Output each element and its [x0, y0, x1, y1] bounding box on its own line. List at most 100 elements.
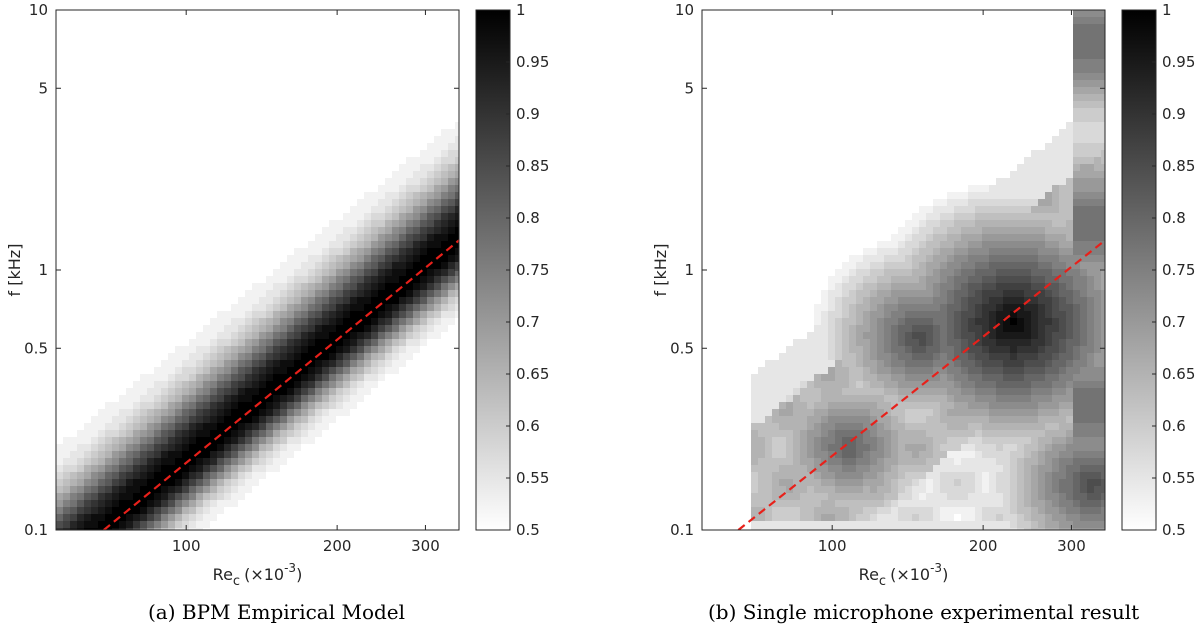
heatmap-cell	[175, 129, 183, 137]
heatmap-cell	[210, 220, 218, 228]
heatmap-cell	[385, 332, 393, 340]
heatmap-cell	[364, 283, 372, 291]
heatmap-cell	[70, 101, 78, 109]
heatmap-cell	[112, 185, 120, 193]
heatmap-cell	[105, 276, 113, 284]
heatmap-cell	[336, 213, 344, 221]
heatmap-cell	[91, 493, 99, 501]
heatmap-cell	[315, 59, 323, 67]
heatmap-cell	[835, 10, 843, 18]
heatmap-cell	[56, 479, 64, 487]
heatmap-cell	[126, 10, 134, 18]
heatmap-cell	[322, 115, 330, 123]
heatmap-cell	[280, 514, 288, 522]
heatmap-cell	[371, 353, 379, 361]
heatmap-cell	[105, 311, 113, 319]
heatmap-cell	[842, 38, 850, 46]
heatmap-cell	[280, 129, 288, 137]
heatmap-cell	[266, 59, 274, 67]
heatmap-cell	[336, 500, 344, 508]
heatmap-cell	[56, 465, 64, 473]
heatmap-cell	[723, 38, 731, 46]
heatmap-cell	[905, 45, 913, 53]
heatmap-cell	[891, 24, 899, 32]
heatmap-cell	[301, 17, 309, 25]
heatmap-cell	[392, 10, 400, 18]
heatmap-cell	[301, 493, 309, 501]
heatmap-cell	[448, 164, 456, 172]
heatmap-cell	[294, 444, 302, 452]
heatmap-cell	[189, 514, 197, 522]
heatmap-cell	[301, 248, 309, 256]
y-tick-label: 0.1	[24, 521, 48, 539]
heatmap-cell	[280, 269, 288, 277]
heatmap-cell	[441, 528, 449, 530]
heatmap-cell	[126, 297, 134, 305]
heatmap-cell	[392, 332, 400, 340]
heatmap-cell	[434, 381, 442, 389]
heatmap-cell	[203, 360, 211, 368]
heatmap-cell	[133, 10, 141, 18]
heatmap-cell	[287, 157, 295, 165]
heatmap-cell	[112, 24, 120, 32]
heatmap-cell	[294, 388, 302, 396]
heatmap-cell	[385, 367, 393, 375]
heatmap-cell	[203, 297, 211, 305]
heatmap-cell	[70, 416, 78, 424]
heatmap-cell	[189, 206, 197, 214]
heatmap-cell	[420, 73, 428, 81]
heatmap-cell	[350, 206, 358, 214]
heatmap-cell	[126, 24, 134, 32]
heatmap-cell	[175, 192, 183, 200]
heatmap-cell	[168, 353, 176, 361]
heatmap-cell	[231, 514, 239, 522]
heatmap-cell	[996, 66, 1004, 74]
heatmap-cell	[385, 297, 393, 305]
heatmap-cell	[399, 388, 407, 396]
heatmap-cell	[273, 171, 281, 179]
heatmap-cell	[245, 269, 253, 277]
heatmap-cell	[322, 402, 330, 410]
heatmap-cell	[835, 24, 843, 32]
heatmap-cell	[294, 157, 302, 165]
heatmap-cell	[336, 52, 344, 60]
heatmap-cell	[273, 297, 281, 305]
heatmap-cell	[413, 115, 421, 123]
heatmap-cell	[371, 374, 379, 382]
heatmap-cell	[301, 437, 309, 445]
heatmap-cell	[786, 17, 794, 25]
heatmap-cell	[98, 290, 106, 298]
heatmap-cell	[427, 178, 435, 186]
heatmap-cell	[189, 283, 197, 291]
heatmap-cell	[231, 220, 239, 228]
heatmap-cell	[280, 178, 288, 186]
heatmap-cell	[399, 409, 407, 417]
heatmap-cell	[140, 122, 148, 130]
heatmap-cell	[709, 66, 717, 74]
heatmap-cell	[357, 171, 365, 179]
heatmap-cell	[287, 437, 295, 445]
heatmap-cell	[1094, 24, 1102, 32]
heatmap-cell	[1010, 59, 1018, 67]
heatmap-cell	[168, 507, 176, 515]
heatmap-cell	[154, 248, 162, 256]
heatmap-cell	[350, 31, 358, 39]
heatmap-cell	[933, 17, 941, 25]
heatmap-cell	[399, 367, 407, 375]
heatmap-cell	[371, 248, 379, 256]
heatmap-cell	[772, 10, 780, 18]
heatmap-cell	[926, 45, 934, 53]
heatmap-cell	[455, 297, 459, 305]
heatmap-cell	[196, 129, 204, 137]
heatmap-cell	[210, 73, 218, 81]
y-tick-label: 10	[29, 1, 48, 19]
heatmap-cell	[406, 73, 414, 81]
heatmap-cell	[793, 38, 801, 46]
heatmap-cell	[154, 346, 162, 354]
heatmap-cell	[448, 269, 456, 277]
heatmap-cell	[91, 108, 99, 116]
heatmap-cell	[406, 157, 414, 165]
heatmap-cell	[343, 528, 351, 530]
heatmap-cell	[119, 129, 127, 137]
heatmap-cell	[77, 514, 85, 522]
